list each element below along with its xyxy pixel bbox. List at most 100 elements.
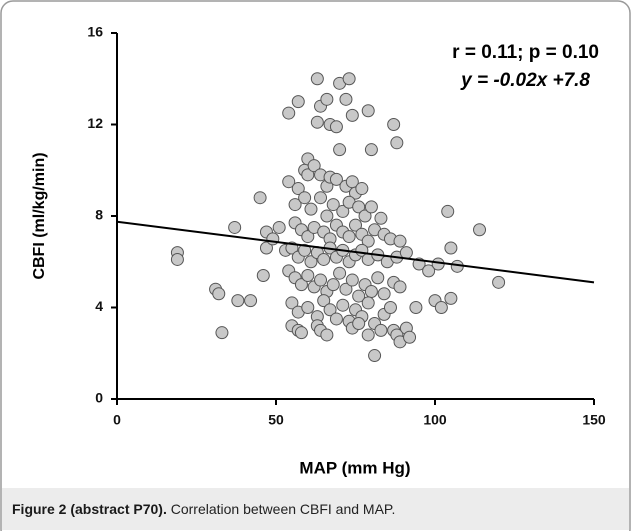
point	[352, 289, 366, 303]
point	[301, 301, 315, 314]
caption: Figure 2 (abstract P70). Correlation bet…	[12, 501, 395, 517]
point	[272, 220, 286, 234]
point	[444, 241, 458, 255]
point	[333, 266, 347, 280]
y-tick-label: 4	[95, 298, 103, 314]
point	[298, 191, 312, 205]
point	[444, 291, 458, 305]
y-tick-label: 8	[95, 207, 103, 223]
point	[282, 175, 296, 189]
point	[266, 232, 280, 246]
point	[288, 198, 302, 212]
point	[244, 294, 258, 308]
x-tick-label: 0	[113, 412, 121, 428]
point	[377, 287, 391, 301]
x-tick-label: 50	[268, 412, 284, 428]
point	[342, 72, 356, 86]
x-axis-label: MAP (mm Hg)	[299, 458, 410, 477]
point	[310, 115, 324, 129]
point	[320, 209, 334, 223]
point	[492, 275, 506, 289]
point	[329, 120, 343, 134]
point	[285, 296, 299, 310]
point	[329, 172, 343, 186]
point	[228, 220, 242, 234]
point	[422, 264, 436, 278]
y-tick-label: 12	[87, 115, 103, 131]
point	[368, 349, 382, 363]
point	[409, 301, 423, 314]
point	[304, 202, 318, 216]
point	[291, 182, 305, 196]
point	[329, 312, 343, 326]
caption-label: Figure 2 (abstract P70).	[12, 501, 167, 517]
point	[310, 72, 324, 86]
point	[361, 296, 375, 310]
point	[393, 234, 407, 248]
x-tick-label: 150	[582, 412, 606, 428]
annotation: r = 0.11; p = 0.10	[452, 42, 599, 63]
point	[336, 298, 350, 312]
point	[374, 211, 388, 225]
point	[259, 241, 273, 255]
point	[361, 104, 375, 118]
point	[333, 143, 347, 157]
point	[390, 136, 404, 150]
point	[358, 209, 372, 223]
point	[298, 243, 312, 257]
point	[364, 143, 378, 157]
point	[291, 95, 305, 109]
point	[441, 204, 455, 218]
point	[339, 282, 353, 296]
point	[282, 106, 296, 120]
y-tick-label: 0	[95, 390, 103, 406]
point	[253, 191, 267, 205]
point	[314, 273, 328, 287]
point	[349, 218, 362, 232]
point	[387, 118, 401, 131]
point	[371, 271, 385, 285]
point	[301, 230, 315, 244]
point	[314, 191, 328, 205]
point	[256, 268, 270, 282]
point	[393, 280, 407, 294]
point	[294, 326, 308, 340]
point	[170, 252, 184, 266]
point	[361, 234, 375, 248]
y-tick-label: 16	[87, 24, 103, 40]
point	[399, 246, 413, 260]
point	[364, 200, 378, 214]
point	[320, 92, 334, 106]
point	[317, 252, 331, 266]
fit-line	[116, 220, 595, 284]
point	[301, 168, 315, 182]
y-axis-label: CBFI (ml/kg/min)	[31, 152, 48, 279]
point	[339, 92, 353, 106]
point	[320, 328, 334, 342]
point	[374, 323, 388, 337]
point	[326, 278, 340, 292]
point	[215, 326, 229, 340]
point	[304, 255, 318, 269]
point	[352, 317, 366, 331]
point	[212, 287, 226, 301]
point	[434, 301, 448, 314]
point	[231, 294, 245, 308]
point	[345, 108, 359, 122]
point	[301, 268, 315, 282]
point	[342, 230, 356, 244]
point	[355, 182, 369, 196]
point	[317, 294, 331, 308]
caption-text: Correlation between CBFI and MAP.	[171, 501, 396, 517]
point	[361, 328, 375, 342]
point	[323, 303, 337, 317]
point	[364, 284, 378, 298]
point	[294, 278, 308, 292]
point	[383, 301, 397, 314]
caption-band	[2, 488, 629, 530]
point	[345, 273, 359, 287]
x-tick-label: 100	[423, 412, 447, 428]
point	[336, 204, 350, 218]
